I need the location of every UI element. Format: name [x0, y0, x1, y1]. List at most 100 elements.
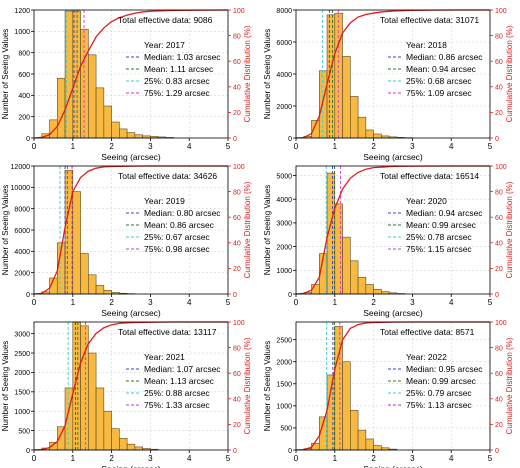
y-tick-label: 8000: [14, 206, 30, 213]
x-tick-label: 5: [226, 142, 231, 151]
histogram-bar: [95, 285, 105, 295]
y2-axis-label: Cumulative Distribution (%): [505, 25, 514, 122]
y-tick-label: 12000: [11, 164, 31, 171]
panel-2018: 0 1 2 3 4 502000400060008000020406080100Seein…: [263, 8, 514, 162]
histogram-bar: [318, 70, 328, 139]
y-tick-label: 1000: [14, 409, 30, 416]
total-data-label: Total effective data: 34626: [118, 171, 217, 181]
y2-tick-label: 40: [495, 397, 503, 404]
y2-tick-label: 100: [495, 164, 507, 171]
y2-tick-label: 100: [495, 320, 507, 327]
y-tick-label: 4000: [276, 72, 292, 79]
histogram-bar: [88, 274, 97, 295]
total-data-label: Total effective data: 16514: [380, 171, 479, 181]
y-tick-label: 4000: [14, 249, 30, 256]
histogram-bar: [365, 438, 374, 451]
y2-tick-label: 0: [233, 448, 237, 455]
y2-tick-label: 100: [233, 320, 245, 327]
legend-entry: 75%: 1.09 arcsec: [406, 88, 472, 98]
y2-tick-label: 40: [233, 397, 241, 404]
x-tick-label: 1: [71, 142, 76, 151]
x-axis-label: Seeing (arcsec): [363, 464, 423, 468]
histogram-bar: [95, 87, 105, 139]
y2-tick-label: 0: [495, 448, 499, 455]
y2-tick-label: 80: [233, 189, 241, 196]
y-axis-label: Number of Seeing Values: [263, 29, 272, 120]
panel-2021: 0 1 2 3 4 50500100015002000250030000204060801…: [1, 320, 252, 468]
y2-tick-label: 0: [495, 136, 499, 143]
panel-2019: 0 1 2 3 4 50200040006000800010000120000204060…: [1, 164, 252, 318]
y-tick-label: 3000: [14, 331, 30, 338]
x-tick-label: 2: [109, 298, 114, 307]
x-tick-label: 3: [148, 454, 153, 463]
x-tick-label: 5: [226, 298, 231, 307]
y-tick-label: 500: [18, 428, 30, 435]
histogram-bar: [326, 14, 336, 139]
x-tick-label: 3: [148, 298, 153, 307]
histogram-bar: [103, 105, 112, 139]
plot-frame: [295, 321, 491, 451]
y-tick-label: 2000: [276, 244, 292, 251]
histogram-bar: [373, 445, 382, 451]
x-tick-label: 4: [449, 142, 454, 151]
histogram-bar: [365, 129, 374, 139]
y2-tick-label: 20: [495, 422, 503, 429]
legend-year: Year: 2021: [144, 352, 185, 362]
x-tick-label: 0: [294, 298, 299, 307]
legend-entry: 25%: 0.83 arcsec: [144, 76, 210, 86]
x-axis-label: Seeing (arcsec): [101, 464, 161, 468]
y2-tick-label: 60: [233, 371, 241, 378]
histogram-bar: [88, 54, 97, 139]
x-tick-label: 0: [294, 142, 299, 151]
histogram-bar: [134, 134, 143, 139]
histogram-bar: [134, 446, 143, 451]
x-tick-label: 1: [333, 454, 338, 463]
histogram-bar: [373, 288, 382, 295]
y-tick-label: 800: [18, 50, 30, 57]
y2-tick-label: 60: [233, 215, 241, 222]
histogram-bar: [103, 289, 112, 295]
histogram-bar: [80, 325, 89, 451]
histogram-bar: [119, 438, 128, 451]
y-tick-label: 2500: [276, 337, 292, 344]
y-tick-label: 0: [288, 448, 292, 455]
legend-entry: Mean: 0.99 arcsec: [406, 220, 477, 230]
x-tick-label: 0: [32, 298, 37, 307]
y2-tick-label: 60: [233, 59, 241, 66]
legend-entry: Mean: 0.94 arcsec: [406, 64, 477, 74]
legend-entry: Median: 1.07 arcsec: [144, 364, 221, 374]
x-tick-label: 2: [109, 454, 114, 463]
histogram-bar: [357, 429, 367, 451]
y-tick-label: 2000: [14, 370, 30, 377]
y2-tick-label: 0: [495, 292, 499, 299]
y-tick-label: 0: [288, 292, 292, 299]
legend-year: Year: 2018: [406, 40, 447, 50]
x-tick-label: 3: [410, 142, 415, 151]
total-data-label: Total effective data: 13117: [118, 327, 217, 337]
histogram-bar: [311, 120, 320, 139]
histogram-bar: [119, 128, 128, 139]
x-tick-label: 2: [371, 142, 376, 151]
x-axis-label: Seeing (arcsec): [101, 152, 161, 162]
y-tick-label: 2000: [276, 360, 292, 367]
y2-axis-label: Cumulative Distribution (%): [243, 337, 252, 434]
legend-entry: Median: 0.80 arcsec: [144, 208, 221, 218]
x-axis-label: Seeing (arcsec): [363, 308, 423, 318]
histogram-bar: [342, 236, 351, 295]
legend-entry: 75%: 1.15 arcsec: [406, 244, 472, 254]
y-tick-label: 200: [18, 114, 30, 121]
x-tick-label: 4: [187, 454, 192, 463]
y2-tick-label: 40: [233, 241, 241, 248]
y-tick-label: 400: [18, 93, 30, 100]
x-tick-label: 1: [333, 298, 338, 307]
histogram-bar: [126, 132, 136, 139]
y2-tick-label: 20: [233, 422, 241, 429]
y2-tick-label: 20: [233, 266, 241, 273]
y-axis-label: Number of Seeing Values: [1, 341, 10, 432]
histogram-bar: [95, 387, 105, 451]
x-tick-label: 0: [294, 454, 299, 463]
y-tick-label: 2000: [276, 104, 292, 111]
y2-tick-label: 20: [495, 266, 503, 273]
histogram-bar: [350, 409, 359, 451]
x-tick-label: 5: [488, 298, 493, 307]
